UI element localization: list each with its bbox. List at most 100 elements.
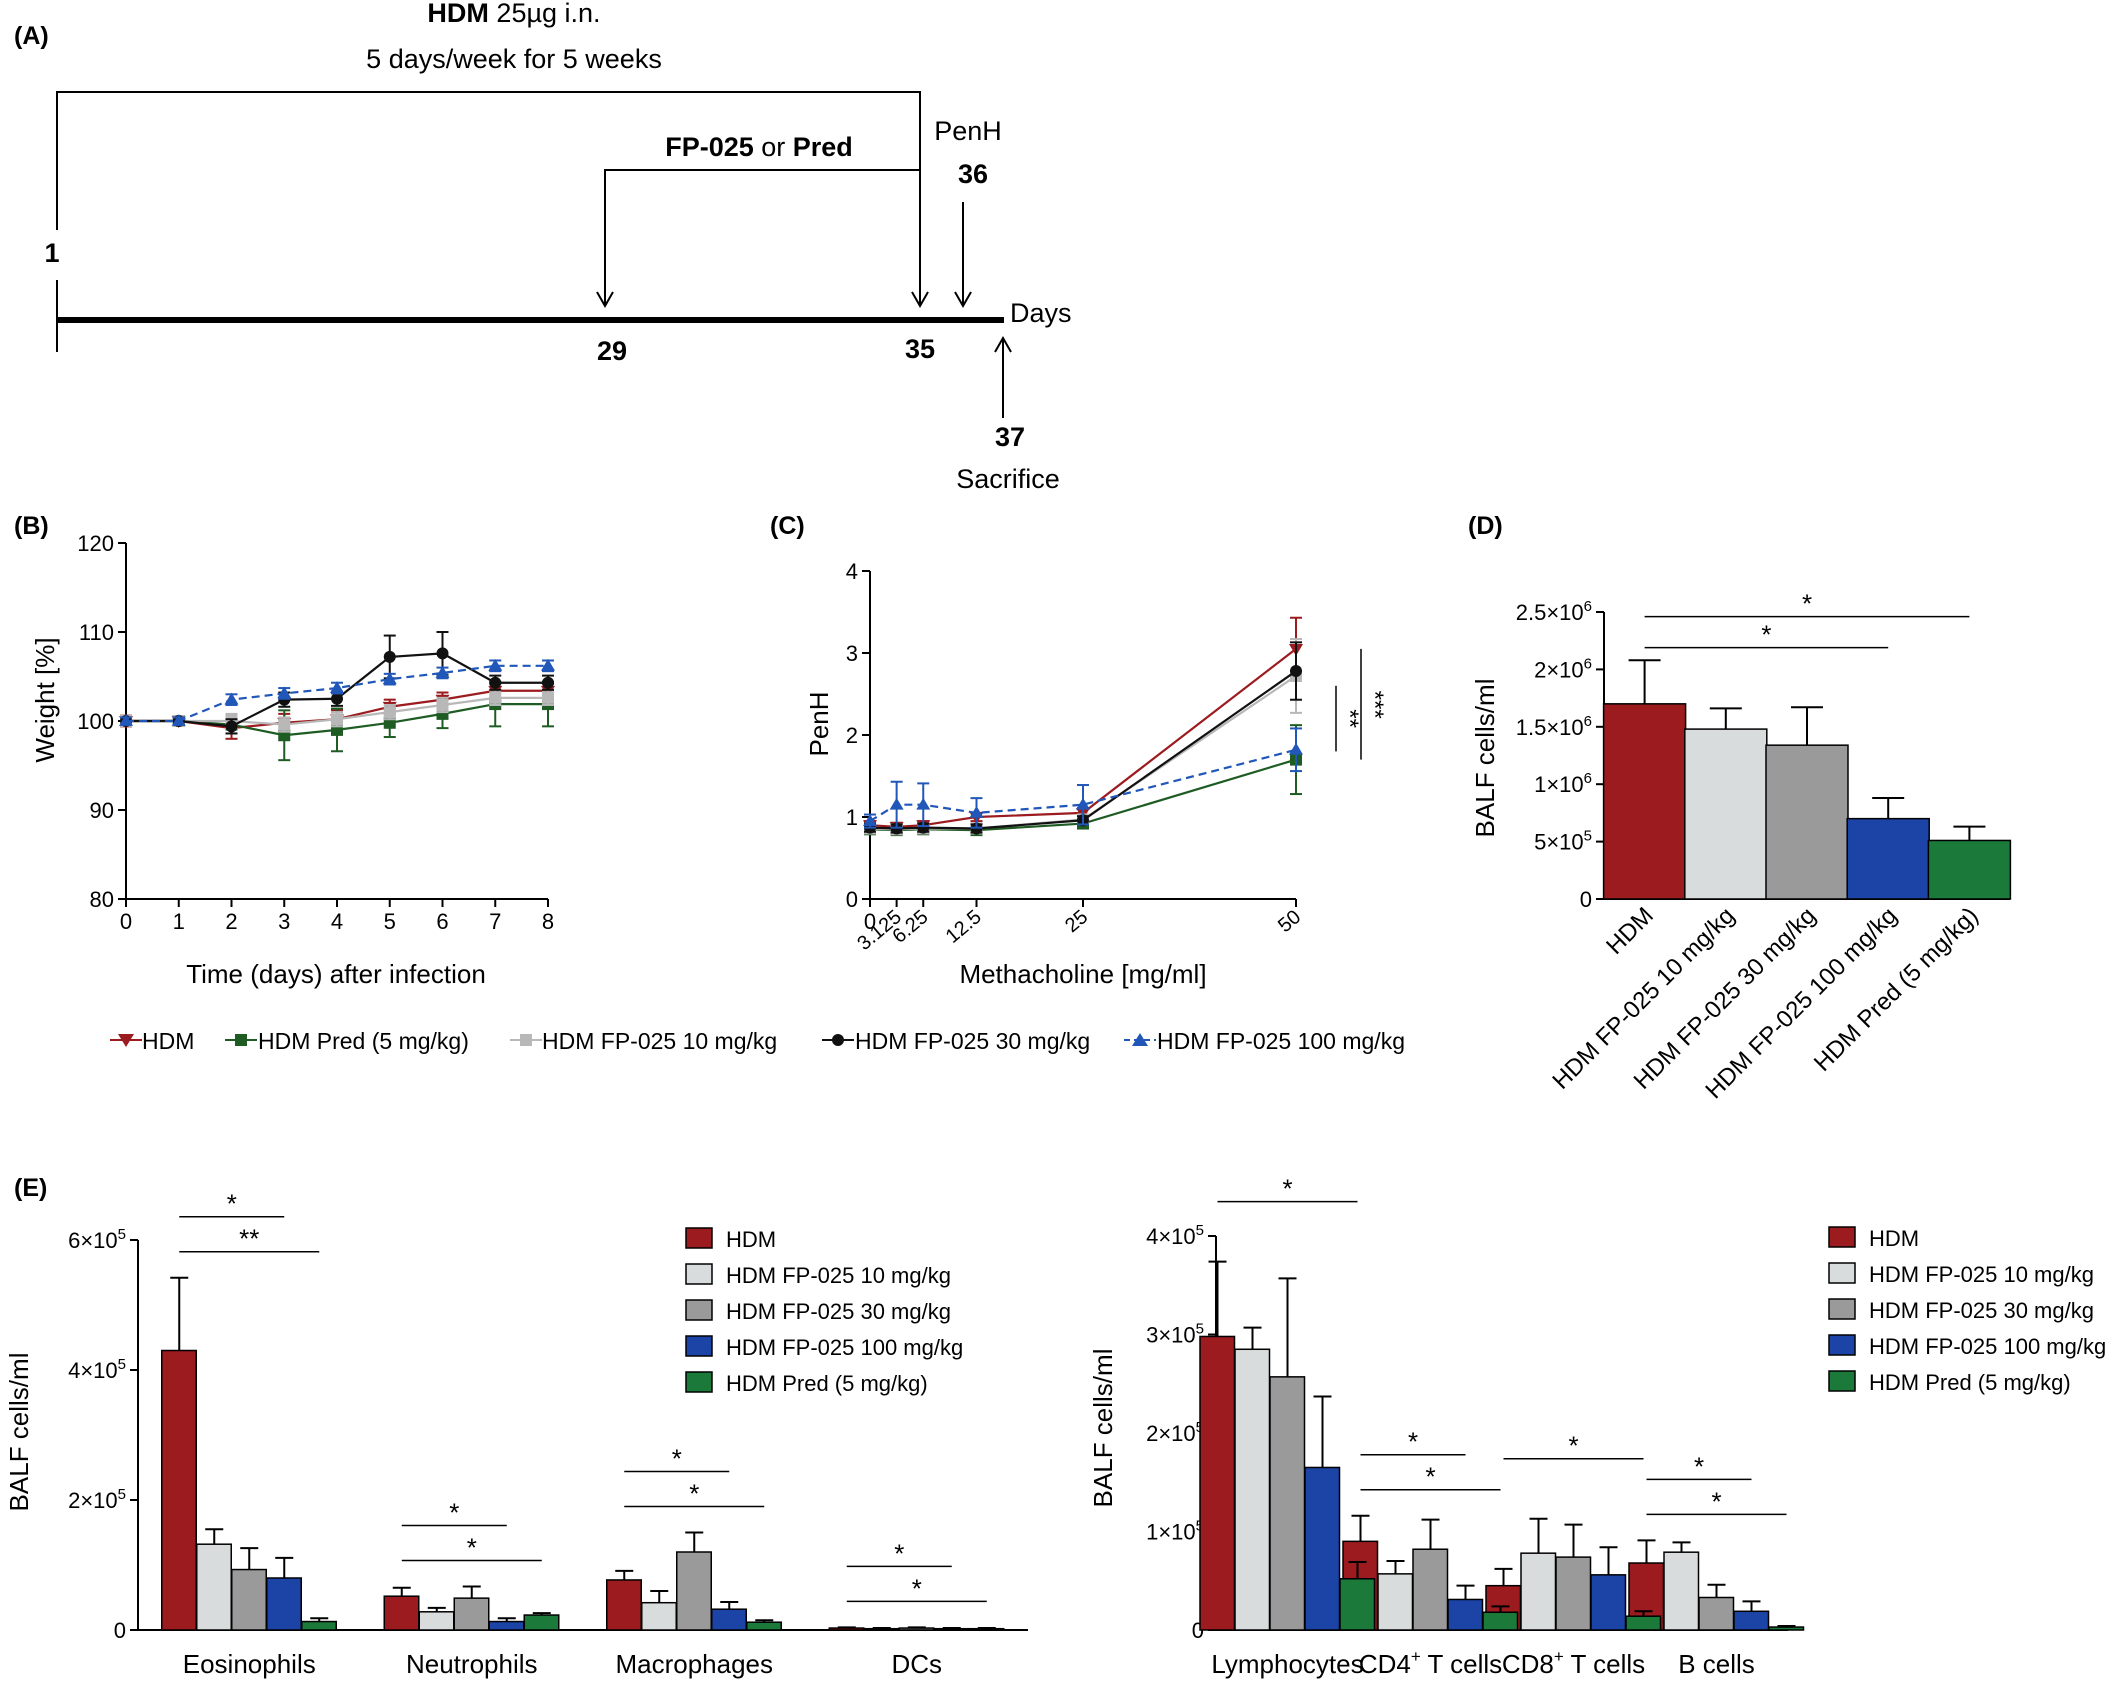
bar-Pred <box>1482 1611 1519 1631</box>
legend-label: HDM Pred (5 mg/kg) <box>726 1371 928 1396</box>
y-tick-label: 80 <box>90 887 114 912</box>
bar-FP10 <box>418 1611 455 1631</box>
x-tick-label: 0 <box>864 909 876 934</box>
bar-FP10 <box>196 1543 232 1631</box>
legend-swatch-Pred <box>1828 1370 1856 1392</box>
significance-label: * <box>1568 1431 1578 1461</box>
significance-label: * <box>467 1532 477 1562</box>
significance-label: * <box>894 1538 904 1568</box>
panel-b-ylabel: Weight [%] <box>30 637 60 762</box>
bar-FP10 <box>641 1601 677 1631</box>
data-point <box>436 647 449 660</box>
data-point <box>916 797 931 810</box>
category-label: Macrophages <box>615 1649 773 1679</box>
legend-label: HDM FP-025 100 mg/kg <box>1869 1334 2106 1359</box>
bar-Pred <box>301 1620 337 1631</box>
treatment-label: FP-025 or Pred <box>665 132 853 162</box>
hdm-bracket <box>56 91 921 304</box>
legend-label: HDM FP-025 10 mg/kg <box>1869 1262 2094 1287</box>
bar-Pred <box>1768 1626 1805 1631</box>
y-tick-label: 5×105 <box>1534 828 1592 855</box>
panel-c-xlabel: Methacholine [mg/ml] <box>959 959 1206 989</box>
y-tick-label: 3×105 <box>1146 1321 1204 1348</box>
legend-label: HDM FP-025 30 mg/kg <box>1869 1298 2094 1323</box>
legend-hdm: HDM <box>110 1028 194 1054</box>
data-point <box>489 676 502 689</box>
panel-b: (B) Weight [%] Time (days) after infecti… <box>14 512 555 989</box>
data-point <box>171 714 186 726</box>
legend-swatch-HDM <box>1828 1226 1856 1248</box>
line-legend: HDM HDM Pred (5 mg/kg) HDM FP-025 10 mg/… <box>110 1028 1405 1054</box>
day1-label: 1 <box>44 238 59 268</box>
significance-label: * <box>1408 1427 1418 1457</box>
x-tick-label: 0 <box>120 909 132 934</box>
legend-label: HDM FP-025 30 mg/kg <box>726 1299 951 1324</box>
bar-HDM <box>383 1595 420 1631</box>
arrow-day35 <box>911 291 929 309</box>
data-point <box>1076 797 1090 810</box>
panel-d: (D) BALF cells/ml 0 5×105 1×106 1.5×106 2×10… <box>1468 512 2012 1104</box>
data-point <box>1290 665 1302 678</box>
x-tick-label: 8 <box>542 909 554 934</box>
significance-label: *** <box>1361 691 1388 719</box>
panel-b-plot: 80 90 100 110 120 0 1 2 3 4 5 6 7 8 <box>77 531 555 934</box>
legend-fp30: HDM FP-025 30 mg/kg <box>822 1028 1090 1054</box>
data-point <box>917 821 930 834</box>
legend-fp10-label: HDM FP-025 10 mg/kg <box>542 1028 777 1054</box>
tri-down-icon <box>118 1034 134 1047</box>
legend-hdm-label: HDM <box>142 1028 194 1054</box>
arrow-day37 <box>994 335 1012 353</box>
data-point <box>330 681 344 693</box>
data-point <box>225 720 238 733</box>
y-tick-label: 0 <box>1580 887 1592 912</box>
significance-label: * <box>227 1189 237 1219</box>
bar-FP100 <box>711 1608 747 1631</box>
x-tick-label: 7 <box>489 909 501 934</box>
x-tick-label: 50 <box>1274 906 1305 937</box>
x-tick-label: 6 <box>436 909 448 934</box>
series-FP100 <box>119 658 555 726</box>
y-tick-label: 1×105 <box>1146 1518 1204 1545</box>
bar-HDM <box>161 1349 197 1631</box>
panel-c: (C) PenH Methacholine [mg/ml] 0123403.12… <box>770 512 1388 989</box>
data-point <box>119 714 133 726</box>
legend-swatch-FP30 <box>1828 1298 1856 1320</box>
significance-label: ** <box>239 1224 259 1254</box>
data-point <box>224 692 239 705</box>
significance-label: * <box>689 1479 699 1509</box>
legend-swatch-FP100 <box>685 1335 713 1357</box>
data-point <box>489 691 502 704</box>
bar-legend: HDM HDM FP-025 10 mg/kg HDM FP-025 30 mg/k… <box>1828 1226 2106 1395</box>
bar-Pred <box>1927 839 2012 900</box>
legend-pred: HDM Pred (5 mg/kg) <box>225 1028 469 1054</box>
bar-HDM <box>606 1579 642 1631</box>
x-tick-label: 5 <box>384 909 396 934</box>
bar-FP100 <box>1590 1574 1627 1631</box>
panel-e-left: (E) BALF cells/ml 0 2×105 4×105 6×105 Eosino… <box>4 1174 1028 1679</box>
x-tick-label: HDM <box>1601 902 1659 960</box>
legend-label: HDM FP-025 10 mg/kg <box>726 1263 951 1288</box>
penh-label: PenH <box>934 116 1002 146</box>
bar-FP100 <box>266 1577 302 1631</box>
days-label: Days <box>1010 298 1072 328</box>
bar-FP10 <box>1663 1551 1700 1631</box>
data-point <box>383 650 396 663</box>
y-tick-label: 4×105 <box>68 1356 126 1383</box>
panel-e-right-ylabel: BALF cells/ml <box>1088 1349 1118 1508</box>
y-tick-label: 90 <box>90 798 114 823</box>
bar-Pred <box>523 1614 560 1631</box>
significance-label: * <box>672 1444 682 1474</box>
panel-d-label: (D) <box>1468 512 1503 540</box>
significance-label: * <box>1694 1451 1704 1481</box>
legend-swatch-FP30 <box>685 1299 713 1321</box>
y-tick-label: 110 <box>79 620 114 645</box>
x-tick-label: 3 <box>278 909 290 934</box>
category-label: B cells <box>1678 1649 1755 1679</box>
bar-FP10 <box>1520 1552 1557 1631</box>
data-point <box>541 658 555 671</box>
y-tick-label: 2 <box>846 723 858 748</box>
sacrifice-label: Sacrifice <box>956 464 1060 494</box>
bar-FP30 <box>1269 1376 1306 1631</box>
